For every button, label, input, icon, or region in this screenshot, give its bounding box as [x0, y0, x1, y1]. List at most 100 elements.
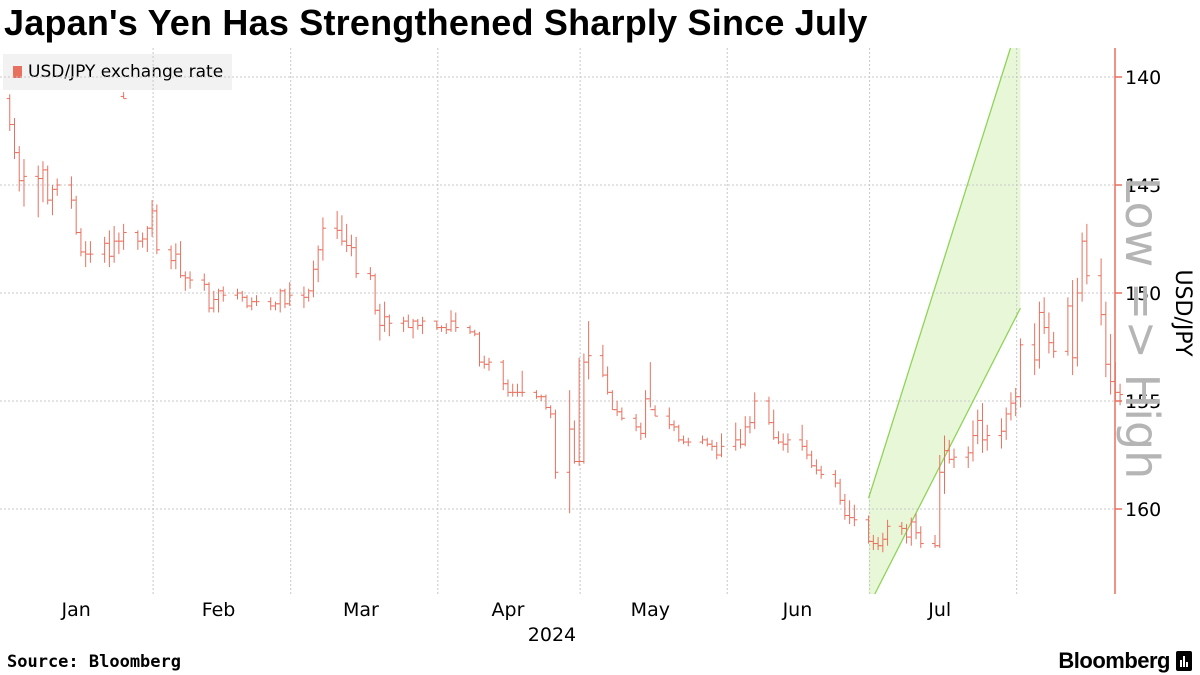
ohlc-bar: [984, 424, 991, 451]
ohlc-bar: [784, 433, 791, 453]
ohlc-bar: [210, 290, 217, 313]
ohlc-bar: [519, 370, 526, 397]
ohlc-bar: [1045, 312, 1052, 354]
ohlc-bar: [476, 331, 483, 367]
source-note: Source: Bloomberg: [7, 652, 181, 672]
ohlc-bar: [780, 433, 787, 451]
ohlc-bar: [680, 435, 687, 445]
y-tick-label: 155: [1125, 391, 1161, 413]
ohlc-bar: [134, 230, 141, 250]
ohlc-bar: [201, 273, 208, 291]
ohlc-bar: [443, 323, 450, 335]
ohlc-bar: [20, 159, 27, 207]
ohlc-bar: [538, 394, 545, 401]
brand-name: Bloomberg: [1058, 648, 1170, 673]
ohlc-bar: [153, 204, 160, 255]
ohlc-bar: [348, 234, 355, 257]
ohlc-bar: [618, 407, 625, 421]
ohlc-bar: [144, 226, 151, 252]
ohlc-bar: [671, 420, 678, 432]
ohlc-bar: [533, 390, 540, 399]
y-tick-label: 160: [1125, 499, 1161, 521]
ohlc-bar: [253, 295, 260, 306]
ohlc-bar: [310, 260, 317, 298]
ohlc-bar: [281, 288, 288, 309]
ohlc-bar: [604, 366, 611, 395]
y-tick-label: 140: [1125, 67, 1161, 89]
ohlc-bar: [685, 437, 692, 447]
ohlc-bar: [1074, 277, 1081, 367]
ohlc-bar: [376, 303, 383, 341]
ohlc-bar: [884, 519, 891, 546]
ohlc-bar: [732, 422, 739, 451]
ohlc-bar: [433, 320, 440, 330]
ohlc-bar: [1007, 392, 1014, 421]
ohlc-bar: [504, 379, 511, 397]
legend-swatch: [13, 66, 22, 78]
ohlc-bar: [1079, 232, 1086, 302]
ohlc-bar: [234, 288, 241, 300]
ohlc-bar: [334, 210, 341, 239]
ohlc-bar: [343, 223, 350, 252]
ohlc-bar: [1031, 323, 1038, 376]
ohlc-bar: [168, 245, 175, 270]
ohlc-bar: [609, 390, 616, 411]
ohlc-bar: [818, 465, 825, 479]
ohlc-bar: [471, 329, 478, 337]
ohlc-bar: [713, 442, 720, 460]
bloomberg-terminal-icon: [1176, 651, 1192, 671]
ohlc-bar: [585, 321, 592, 380]
ohlc-bar: [742, 416, 749, 447]
ohlc-bar: [1041, 297, 1048, 335]
ohlc-bar: [87, 241, 94, 263]
ohlc-bar: [54, 178, 61, 196]
band-area: [868, 48, 1021, 594]
ohlc-bar: [614, 401, 621, 417]
ohlc-bar: [39, 161, 46, 203]
ohlc-bar: [813, 459, 820, 475]
x-tick-label: Mar: [343, 599, 379, 621]
ohlc-bar: [319, 217, 326, 261]
x-axis-year-label: 2024: [528, 624, 576, 646]
ohlc-bar: [1107, 334, 1114, 395]
ohlc-bar: [215, 288, 222, 313]
ohlc-bar: [552, 409, 559, 479]
ohlc-bar: [139, 232, 146, 248]
ohlc-bar: [414, 318, 421, 330]
ohlc-bar: [969, 420, 976, 462]
ohlc-bar: [514, 383, 521, 397]
ohlc-bar: [652, 405, 659, 417]
ohlc-bar: [571, 420, 578, 464]
ohlc-bar: [1069, 280, 1076, 376]
ohlc-bar: [846, 500, 853, 525]
y-tick-label: 145: [1125, 175, 1161, 197]
ohlc-bar: [6, 94, 13, 131]
y-tick-label: 150: [1125, 283, 1161, 305]
ohlc-bar: [704, 437, 711, 447]
legend: USD/JPY exchange rate: [3, 54, 232, 90]
ohlc-bar: [1050, 331, 1057, 358]
x-tick-label: May: [631, 599, 670, 621]
ohlc-bar: [1083, 223, 1090, 285]
ohlc-bar: [637, 422, 644, 440]
ohlc-bar: [182, 271, 189, 291]
ohlc-bar: [386, 314, 393, 337]
ohlc-bar: [709, 439, 716, 451]
ohlc-bar: [101, 236, 108, 263]
ohlc-bar: [1036, 301, 1043, 369]
ohlc-bar: [509, 383, 516, 397]
ohlc-bar: [642, 390, 649, 438]
x-tick-label: Jun: [782, 599, 813, 621]
ohlc-bar: [718, 433, 725, 458]
band-upper-line: [867, 47, 1012, 499]
ohlc-bar: [1102, 301, 1109, 378]
ohlc-bar: [751, 392, 758, 430]
ohlc-bar: [647, 362, 654, 411]
ohlc-bar: [438, 325, 445, 332]
ohlc-bar: [405, 314, 412, 329]
ohlc-bar: [111, 226, 118, 263]
ohlc-bar: [286, 282, 293, 306]
ohlc-bar: [106, 230, 113, 268]
ohlc-bar: [220, 286, 227, 302]
